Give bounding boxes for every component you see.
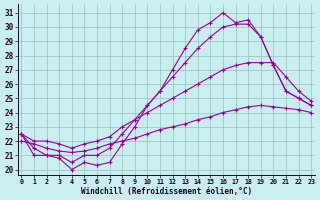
X-axis label: Windchill (Refroidissement éolien,°C): Windchill (Refroidissement éolien,°C)	[81, 187, 252, 196]
